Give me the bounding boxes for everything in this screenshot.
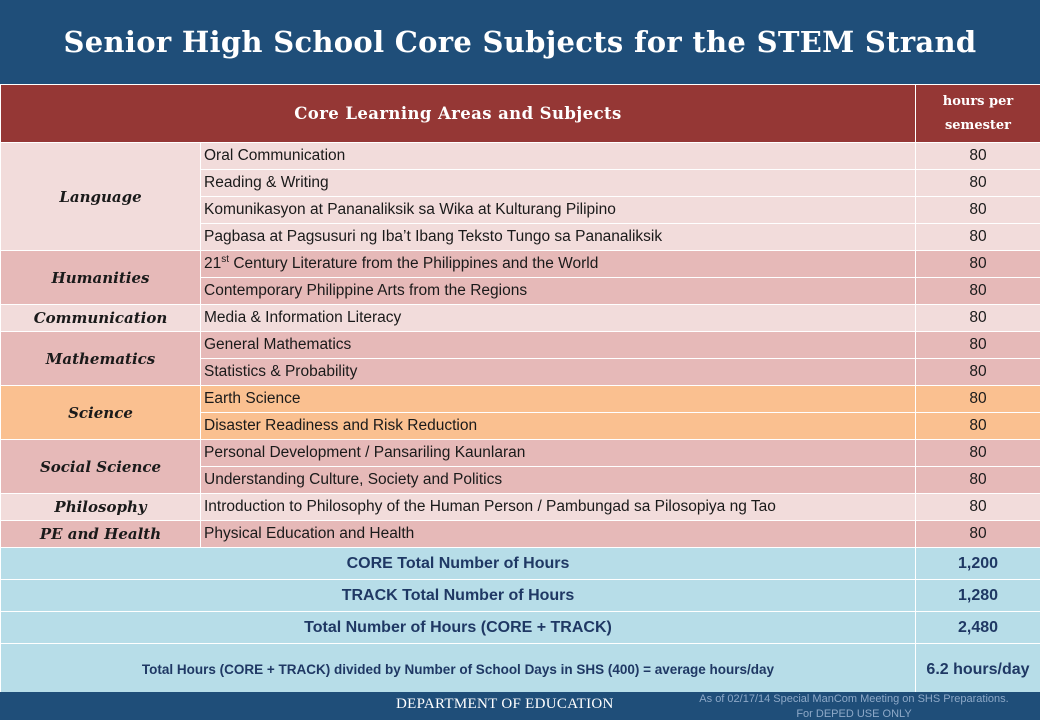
subject-name: Statistics & Probability <box>200 358 916 386</box>
area-social-science: Social Science <box>0 439 201 494</box>
subject-hours: 80 <box>915 466 1040 494</box>
subject-name: Komunikasyon at Pananaliksik sa Wika at … <box>200 196 916 224</box>
total-row-combined: Total Number of Hours (CORE + TRACK) 2,4… <box>0 611 1040 644</box>
subject-name: Oral Communication <box>200 142 916 170</box>
area-communication: Communication <box>0 304 201 332</box>
footer-note-line2: For DEPED USE ONLY <box>796 708 912 720</box>
footer-note: As of 02/17/14 Special ManCom Meeting on… <box>668 692 1040 720</box>
subject-hours: 80 <box>915 358 1040 386</box>
subject-name: Physical Education and Health <box>200 520 916 548</box>
subject-hours: 80 <box>915 412 1040 440</box>
subject-hours: 80 <box>915 493 1040 521</box>
table-row: Social Science Personal Development / Pa… <box>0 439 1040 494</box>
subject-name-ordinal: st <box>221 254 230 266</box>
table-row: PE and Health Physical Education and Hea… <box>0 520 1040 548</box>
subject-hours: 80 <box>915 142 1040 170</box>
table-row: Komunikasyon at Pananaliksik sa Wika at … <box>0 196 1040 224</box>
subject-name: Pagbasa at Pagsusuri ng Iba’t Ibang Teks… <box>200 223 916 251</box>
table-row: Humanities 21st Century Literature from … <box>0 250 1040 305</box>
total-label: TRACK Total Number of Hours <box>0 579 916 612</box>
total-value: 6.2 hours/day <box>915 643 1040 696</box>
title-banner: Senior High School Core Subjects for the… <box>0 0 1040 84</box>
table-row: Science Earth Science 80 <box>0 385 1040 440</box>
subject-hours: 80 <box>915 223 1040 251</box>
footer-note-line1: As of 02/17/14 Special ManCom Meeting on… <box>699 693 1009 705</box>
table-row: Language Oral Communication 80 <box>0 142 1040 251</box>
subject-hours: 80 <box>915 250 1040 278</box>
total-row-average: Total Hours (CORE + TRACK) divided by Nu… <box>0 643 1040 696</box>
subject-hours: 80 <box>915 520 1040 548</box>
table-row: Mathematics General Mathematics 80 <box>0 331 1040 386</box>
subject-name: Media & Information Literacy <box>200 304 916 332</box>
department-label: DEPARTMENT OF EDUCATION <box>396 696 614 712</box>
subject-name-rest: Century Literature from the Philippines … <box>229 255 599 273</box>
area-mathematics: Mathematics <box>0 331 201 386</box>
subject-name: Reading & Writing <box>200 169 916 197</box>
subject-name: 21st Century Literature from the Philipp… <box>200 250 916 278</box>
subject-name: Disaster Readiness and Risk Reduction <box>200 412 916 440</box>
table-row: Philosophy Introduction to Philosophy of… <box>0 493 1040 521</box>
table-header-row: Core Learning Areas and Subjects hours p… <box>0 84 1040 143</box>
table-row: Reading & Writing 80 <box>0 169 1040 197</box>
total-label: Total Number of Hours (CORE + TRACK) <box>0 611 916 644</box>
subject-name-number: 21 <box>204 255 222 273</box>
area-language: Language <box>0 142 201 251</box>
total-row-track: TRACK Total Number of Hours 1,280 <box>0 579 1040 612</box>
subject-hours: 80 <box>915 331 1040 359</box>
area-pe-and-health: PE and Health <box>0 520 201 548</box>
total-value: 2,480 <box>915 611 1040 644</box>
area-humanities: Humanities <box>0 250 201 305</box>
subject-name: Introduction to Philosophy of the Human … <box>200 493 916 521</box>
total-value: 1,280 <box>915 579 1040 612</box>
total-value: 1,200 <box>915 547 1040 580</box>
total-label: Total Hours (CORE + TRACK) divided by Nu… <box>0 643 916 696</box>
area-philosophy: Philosophy <box>0 493 201 521</box>
total-row-core: CORE Total Number of Hours 1,200 <box>0 547 1040 580</box>
page-title: Senior High School Core Subjects for the… <box>63 25 977 59</box>
subject-name: Earth Science <box>200 385 916 413</box>
header-core-areas: Core Learning Areas and Subjects <box>0 84 916 143</box>
subject-name: Understanding Culture, Society and Polit… <box>200 466 916 494</box>
subject-hours: 80 <box>915 385 1040 413</box>
subject-name: Personal Development / Pansariling Kaunl… <box>200 439 916 467</box>
area-science: Science <box>0 385 201 440</box>
subject-name: General Mathematics <box>200 331 916 359</box>
subject-hours: 80 <box>915 277 1040 305</box>
subject-hours: 80 <box>915 304 1040 332</box>
table-row: Communication Media & Information Litera… <box>0 304 1040 332</box>
subject-name: Contemporary Philippine Arts from the Re… <box>200 277 916 305</box>
subject-hours: 80 <box>915 439 1040 467</box>
footer: DEPARTMENT OF EDUCATION As of 02/17/14 S… <box>0 692 1040 720</box>
subject-hours: 80 <box>915 196 1040 224</box>
total-label: CORE Total Number of Hours <box>0 547 916 580</box>
subject-hours: 80 <box>915 169 1040 197</box>
header-hours-per-semester: hours per semester <box>915 84 1040 143</box>
core-subjects-table: Core Learning Areas and Subjects hours p… <box>0 84 1040 696</box>
table-row: Disaster Readiness and Risk Reduction 80 <box>0 412 1040 440</box>
